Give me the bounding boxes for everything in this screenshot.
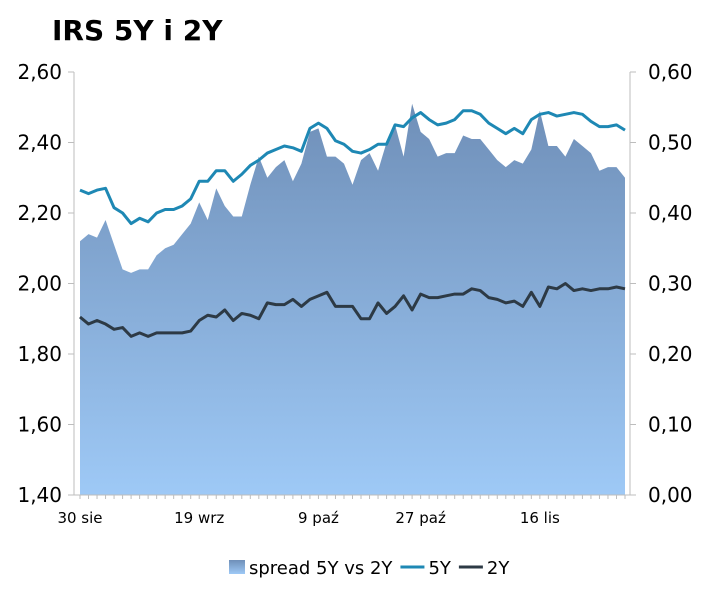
legend-swatch-spread	[229, 560, 245, 574]
tick-labels-layer: 1,40 1,60 1,80 2,00 2,20 2,40 2,60 0,00 0,10 0,20…	[17, 60, 692, 527]
legend-label: 5Y	[428, 558, 451, 579]
legend-item: 2Y	[458, 558, 510, 579]
legend-label: spread 5Y vs 2Y	[249, 558, 393, 579]
left-axis-tick-label: 1,60	[17, 413, 62, 437]
legend-item: 5Y	[400, 558, 452, 579]
right-axis-tick-label: 0,00	[648, 483, 693, 507]
left-axis-tick-label: 2,60	[17, 60, 62, 84]
right-axis-tick-label: 0,10	[648, 413, 693, 437]
legend-label: 2Y	[487, 558, 510, 579]
right-axis-tick-label: 0,60	[648, 60, 693, 84]
right-axis-tick-label: 0,40	[648, 201, 693, 225]
right-axis-tick-label: 0,20	[648, 342, 693, 366]
series-line-2y	[79, 282, 626, 338]
left-axis-tick-label: 1,80	[17, 342, 62, 366]
right-axis-tick-label: 0,30	[648, 272, 693, 296]
right-axis-tick-label: 0,50	[648, 131, 693, 155]
x-axis-tick-label: 30 sie	[57, 509, 102, 527]
left-axis-tick-label: 1,40	[17, 483, 62, 507]
legend-item: spread 5Y vs 2Y	[229, 558, 393, 579]
spread-area	[80, 103, 625, 495]
axes-layer	[68, 71, 636, 499]
left-axis-tick-label: 2,00	[17, 272, 62, 296]
x-axis-tick-label: 9 paź	[298, 509, 339, 527]
x-axis-tick-label: 27 paź	[395, 509, 446, 527]
chart-title: IRS 5Y i 2Y	[52, 14, 223, 47]
left-axis-tick-label: 2,40	[17, 131, 62, 155]
left-axis-tick-label: 2,20	[17, 201, 62, 225]
x-axis-tick-label: 19 wrz	[174, 509, 224, 527]
lines-layer	[79, 109, 626, 338]
series-line-5y	[79, 109, 626, 226]
x-axis-tick-label: 16 lis	[520, 509, 560, 527]
spread-area-layer	[80, 103, 625, 495]
legend: spread 5Y vs 2Y 5Y 2Y	[229, 558, 510, 579]
